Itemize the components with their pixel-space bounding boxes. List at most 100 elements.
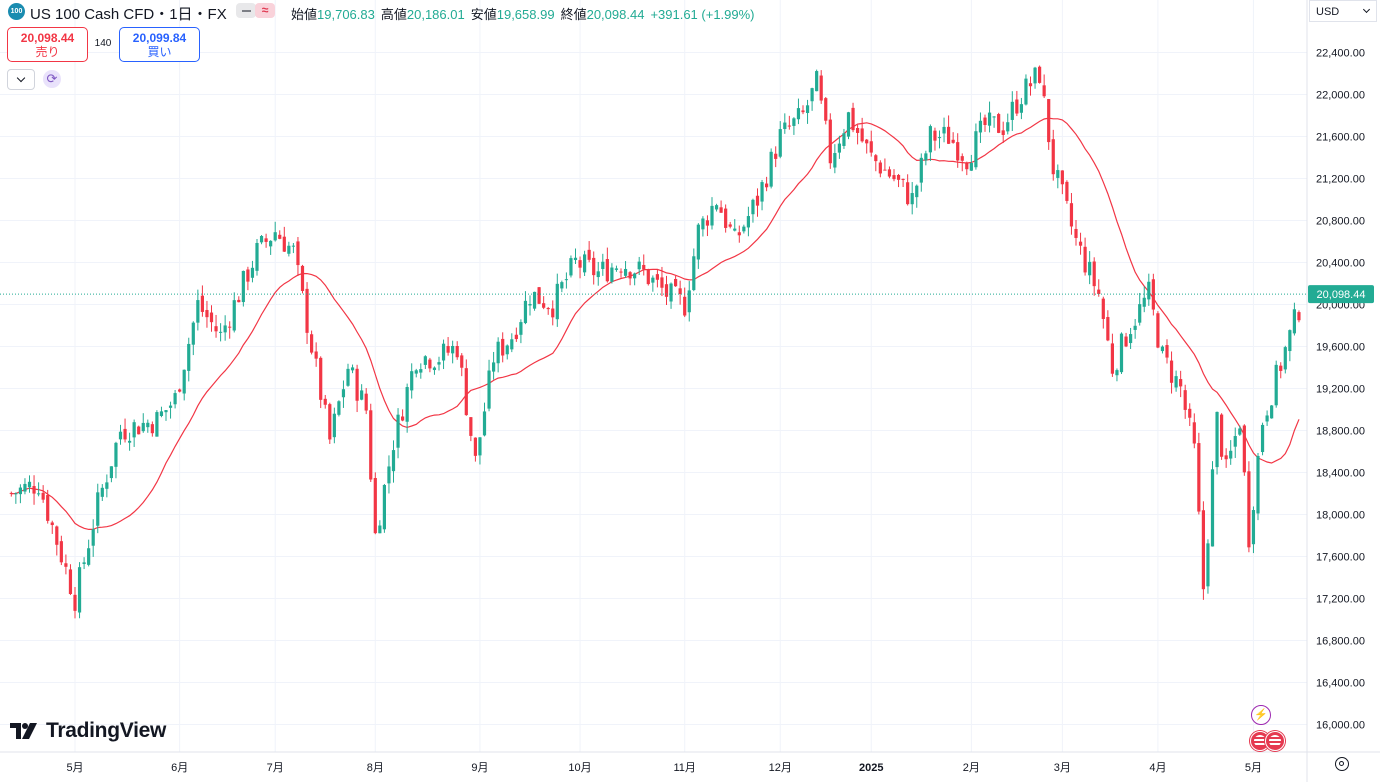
candle-body	[933, 130, 937, 141]
candle-body	[1033, 67, 1037, 84]
price-tick-label: 19,600.00	[1316, 342, 1365, 354]
candle-body	[300, 265, 305, 291]
minimize-icon[interactable]	[236, 3, 256, 18]
candle-body	[1292, 309, 1296, 334]
candle-body	[1124, 336, 1128, 347]
candle-body	[446, 346, 450, 353]
candle-body	[291, 245, 295, 247]
candle-body	[73, 594, 77, 611]
sell-label: 売り	[35, 45, 60, 59]
candle-body	[1183, 390, 1187, 410]
tradingview-logo-icon	[10, 723, 37, 739]
candle-body	[1188, 408, 1192, 418]
candle-body	[1233, 436, 1237, 447]
last-price-marker: 20,098.44	[0, 285, 1374, 304]
candle-body	[355, 368, 359, 401]
high-value: 20,186.01	[406, 7, 465, 22]
candle-body	[159, 411, 164, 416]
lightning-event-icon[interactable]: ⚡	[1251, 705, 1271, 725]
candle-body	[182, 369, 186, 394]
candle-body	[546, 308, 550, 310]
collapse-icon[interactable]	[7, 69, 35, 90]
candle-body	[828, 119, 832, 164]
chevron-down-icon	[1362, 5, 1371, 14]
price-tick-label: 20,800.00	[1316, 216, 1365, 228]
us-flag-event-icon[interactable]	[1265, 731, 1285, 751]
candle-body	[674, 278, 678, 287]
candle-body	[560, 282, 564, 289]
candle-body	[919, 157, 923, 183]
candle-body	[796, 108, 801, 120]
symbol-title[interactable]: US 100 Cash CFD・1日・FX	[30, 6, 227, 23]
sell-button[interactable]: 20,098.44 売り	[7, 27, 88, 62]
currency-select[interactable]: USD	[1309, 0, 1377, 22]
candle-body	[246, 269, 250, 282]
candle-body	[514, 334, 518, 340]
candle-body	[1074, 228, 1078, 238]
candle-body	[824, 98, 828, 121]
candle-body	[1247, 471, 1251, 548]
candle-body	[469, 417, 473, 436]
time-tick-label: 11月	[673, 762, 695, 774]
candle-body	[191, 322, 195, 345]
candle-body	[50, 522, 54, 526]
candle-body	[869, 141, 873, 153]
candle-body	[23, 483, 27, 492]
candle-body	[451, 345, 455, 354]
compare-icon[interactable]: ≈	[255, 3, 275, 18]
candlestick-series	[9, 65, 1301, 619]
candle-body	[237, 299, 241, 303]
candle-body	[719, 207, 723, 213]
candle-body	[391, 450, 396, 472]
candle-body	[492, 362, 496, 372]
candle-body	[1010, 101, 1014, 120]
refresh-icon[interactable]: ⟳	[43, 70, 61, 88]
candle-body	[592, 257, 596, 276]
candle-body	[937, 137, 942, 139]
low-label: 安値	[470, 7, 497, 22]
candle-body	[150, 424, 154, 434]
buy-button[interactable]: 20,099.84 買い	[119, 27, 200, 62]
candle-body	[801, 110, 805, 113]
candle-body	[164, 410, 168, 413]
candle-body	[223, 325, 227, 333]
candle-body	[1001, 130, 1005, 135]
candle-body	[1110, 343, 1114, 374]
candle-body	[742, 226, 746, 232]
candle-body	[628, 272, 632, 279]
candle-body	[382, 484, 386, 530]
time-axis: 5月 6月 7月 8月 9月 10月 11月 12月 2025 2月 3月 4月 5月	[66, 762, 1262, 774]
candle-body	[878, 162, 882, 174]
candle-body	[569, 258, 573, 276]
candle-body	[118, 431, 123, 440]
candle-body	[523, 300, 528, 324]
settings-gear-icon[interactable]	[1335, 757, 1349, 771]
candle-body	[1028, 83, 1033, 87]
price-tick-label: 18,800.00	[1316, 426, 1365, 438]
candle-body	[310, 334, 314, 353]
candle-body	[724, 208, 728, 228]
candle-body	[259, 235, 264, 243]
candle-body	[264, 238, 268, 242]
candle-body	[1056, 170, 1060, 178]
candle-body	[860, 128, 864, 142]
price-tick-label: 22,400.00	[1316, 48, 1365, 60]
candle-body	[1210, 469, 1215, 547]
price-tick-label: 20,400.00	[1316, 258, 1365, 270]
candle-body	[501, 338, 505, 356]
candle-body	[951, 139, 955, 143]
candle-body	[96, 492, 100, 526]
candle-body	[9, 492, 13, 494]
candle-body	[64, 563, 68, 567]
candle-body	[87, 548, 91, 565]
price-tick-label: 17,200.00	[1316, 594, 1365, 606]
candle-body	[487, 370, 491, 409]
candle-body	[746, 216, 750, 228]
candle-body	[728, 224, 732, 227]
candle-body	[91, 529, 95, 546]
candle-body	[1297, 312, 1301, 321]
candle-body	[683, 296, 687, 316]
symbol-logo-icon[interactable]: 100	[8, 3, 25, 20]
candle-body	[651, 277, 655, 283]
